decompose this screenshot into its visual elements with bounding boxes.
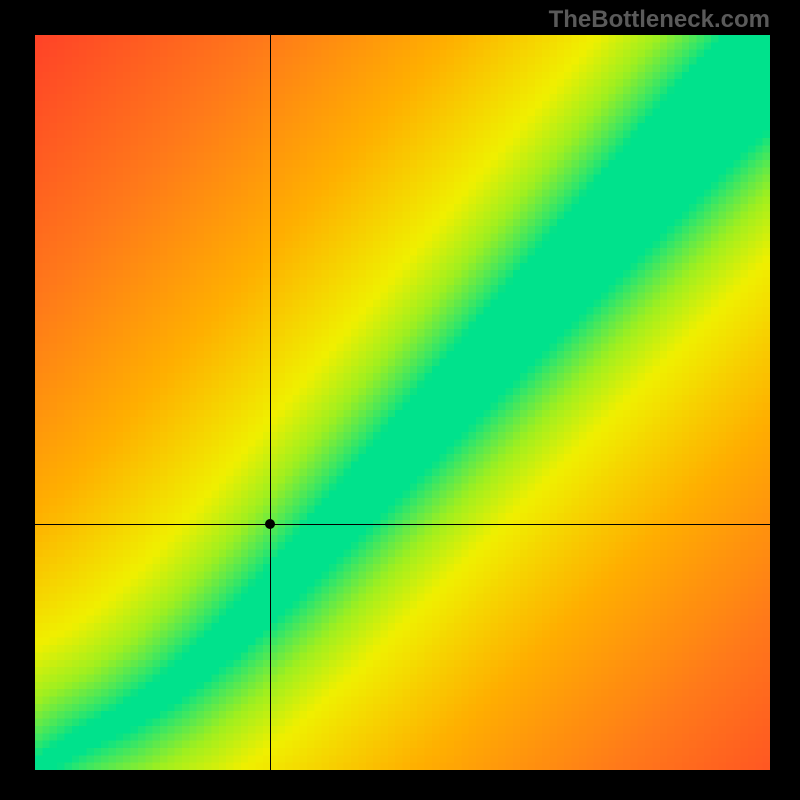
bottleneck-heatmap (35, 35, 770, 770)
crosshair-horizontal (35, 524, 770, 525)
watermark-text: TheBottleneck.com (549, 6, 770, 34)
crosshair-vertical (270, 35, 271, 770)
crosshair-marker (265, 519, 275, 529)
chart-container: TheBottleneck.com (0, 0, 800, 800)
